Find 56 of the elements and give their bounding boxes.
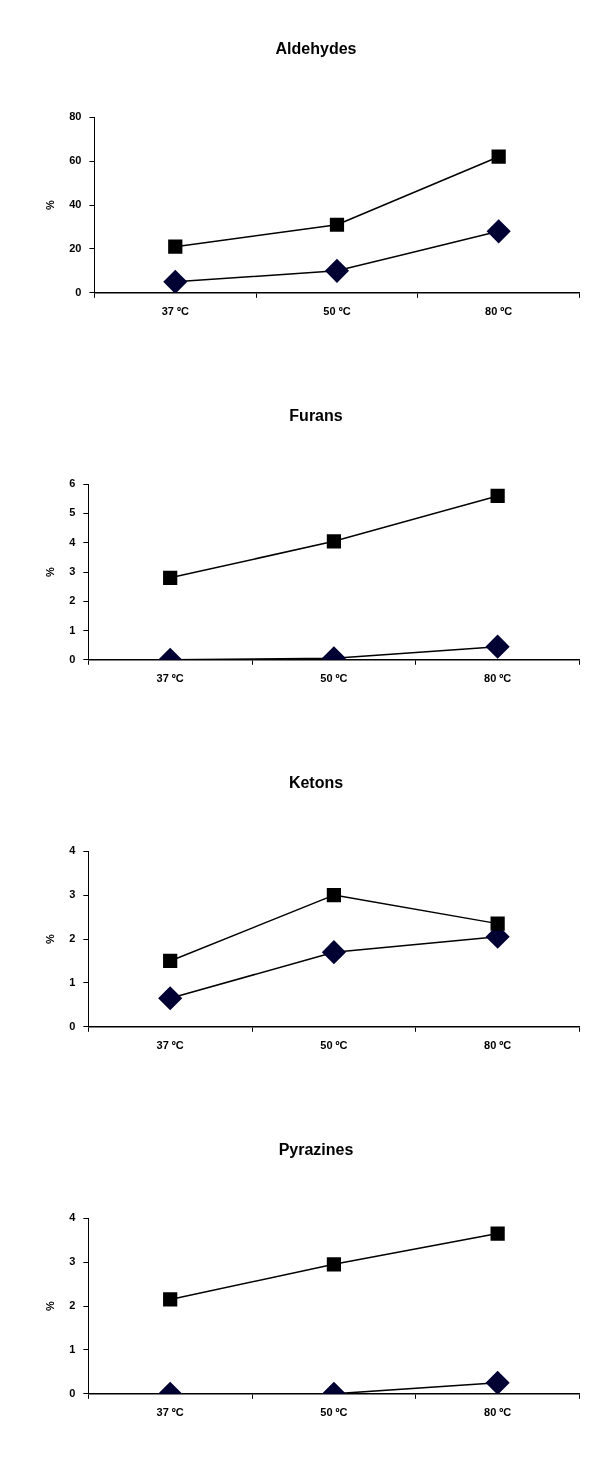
x-tick-label: 50 ºC	[320, 672, 348, 685]
y-axis-title: %	[43, 199, 56, 210]
x-tick-label: 80 ºC	[484, 672, 512, 685]
point	[163, 1292, 178, 1307]
y-axis-title: %	[43, 566, 56, 577]
x-tick-label: 80 ºC	[485, 305, 513, 318]
point	[486, 219, 511, 244]
y-tick-label: 3	[69, 565, 76, 578]
x-tick-label: 50 ºC	[323, 305, 351, 318]
y-tick-label: 1	[69, 975, 76, 988]
x-tick-label: 37 ºC	[161, 305, 189, 318]
chart-title: Pyrazines	[278, 1141, 354, 1159]
x-tick-label: 50 ºC	[320, 1039, 348, 1052]
point	[158, 986, 182, 1011]
point	[163, 953, 178, 969]
y-tick-label: 6	[69, 477, 76, 490]
y-tick-label: 4	[69, 844, 77, 857]
x-tick-label: 37 ºC	[156, 1406, 184, 1419]
point	[325, 259, 349, 283]
y-tick-label: 40	[69, 198, 82, 211]
x-tick-label: 80 ºC	[484, 1406, 512, 1419]
point	[326, 887, 342, 903]
x-tick-label: 50 ºC	[320, 1406, 348, 1419]
y-tick-label: 3	[69, 888, 76, 901]
y-tick-label: 0	[75, 285, 82, 298]
point	[491, 149, 506, 164]
x-tick-label: 37 ºC	[156, 672, 184, 685]
point	[329, 217, 345, 232]
y-tick-label: 1	[69, 623, 76, 636]
point	[490, 916, 505, 931]
chart-title: Furans	[289, 407, 343, 425]
y-tick-label: 2	[69, 1299, 76, 1312]
y-tick-label: 3	[69, 1255, 76, 1268]
chart-title: Ketons	[288, 774, 344, 792]
y-tick-label: 60	[69, 154, 82, 167]
y-tick-label: 4	[69, 535, 77, 548]
y-tick-label: 2	[69, 594, 76, 607]
point	[163, 270, 188, 293]
x-tick-label: 37 ºC	[156, 1039, 184, 1052]
point	[490, 1226, 505, 1241]
x-tick-label: 80 ºC	[484, 1039, 512, 1052]
y-tick-label: 2	[69, 932, 76, 945]
y-tick-label: 4	[69, 1211, 77, 1224]
y-tick-label: 0	[69, 1386, 76, 1399]
y-tick-label: 20	[69, 241, 82, 254]
point	[326, 1257, 342, 1272]
y-tick-label: 5	[69, 506, 76, 519]
point	[168, 239, 183, 254]
y-tick-label: 0	[69, 652, 76, 665]
y-tick-label: 80	[69, 110, 82, 123]
point	[322, 940, 346, 964]
y-tick-label: 1	[69, 1342, 76, 1355]
y-axis-title: %	[43, 933, 56, 944]
y-tick-label: 0	[69, 1019, 76, 1032]
chart-title: Aldehydes	[275, 40, 357, 58]
y-axis-title: %	[43, 1300, 56, 1311]
